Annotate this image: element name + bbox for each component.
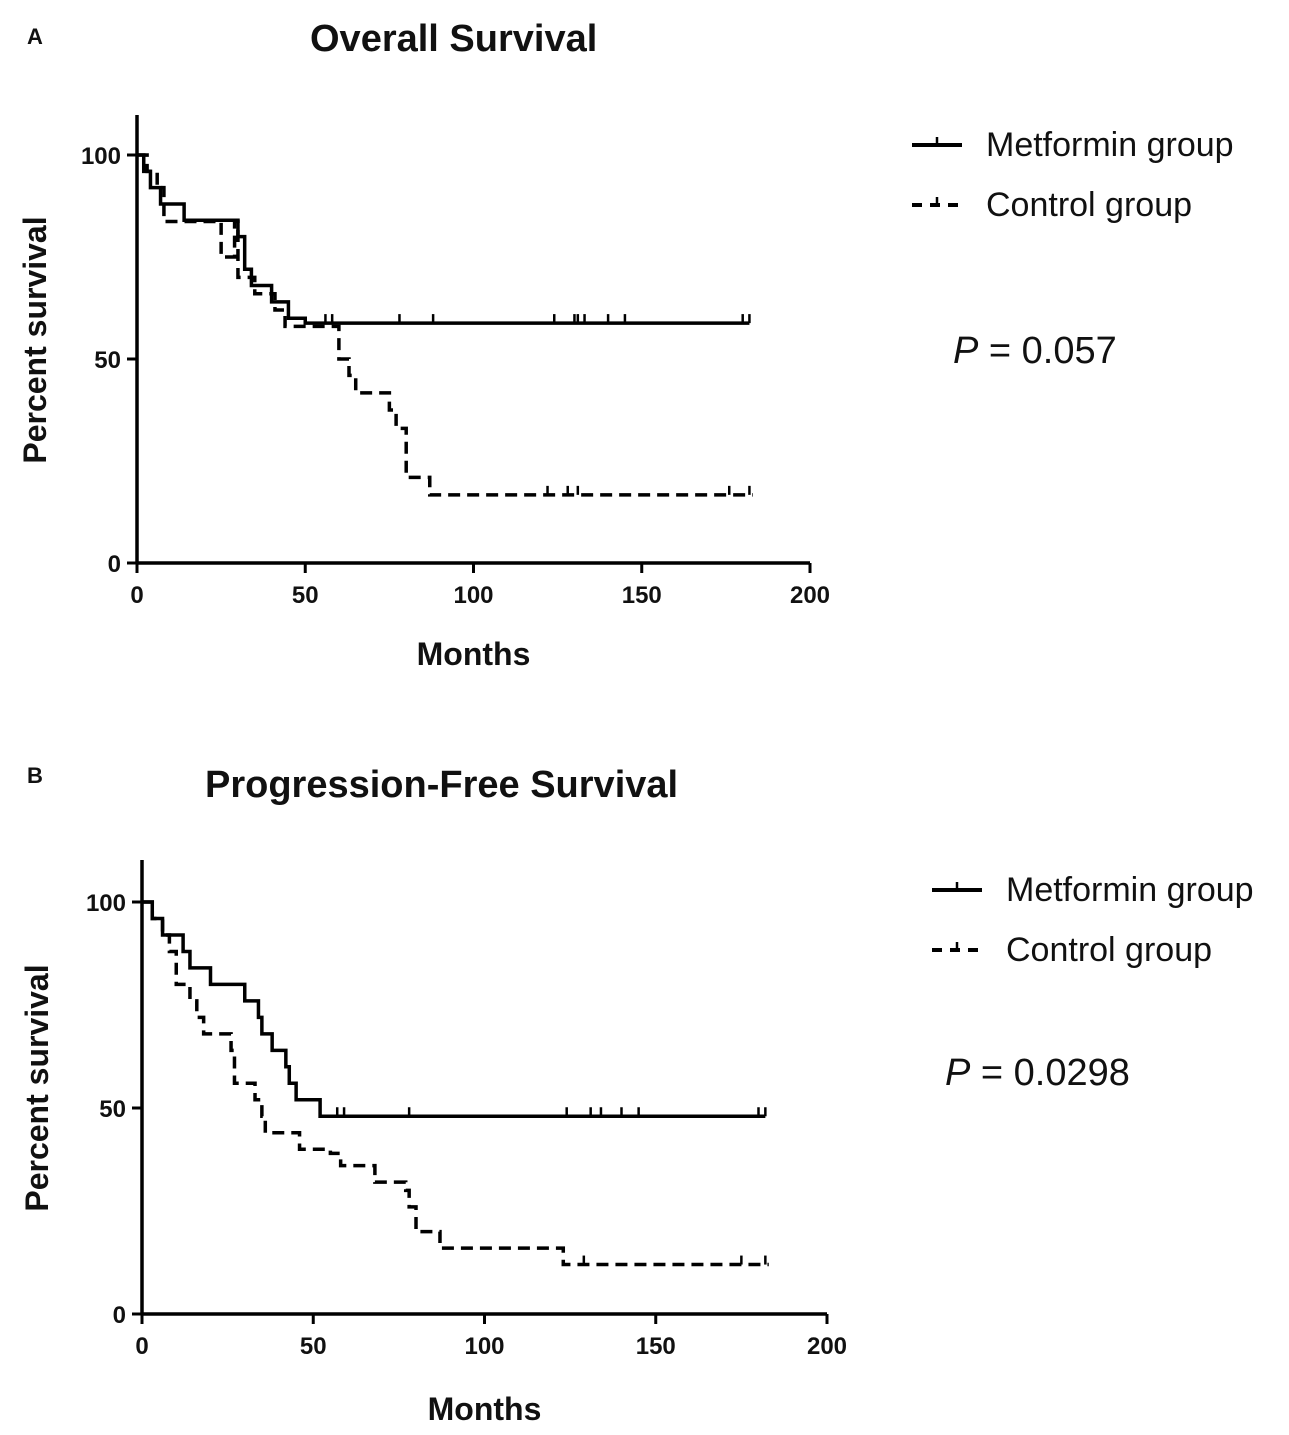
x-tick-label: 200 bbox=[790, 582, 830, 609]
series-line-control-group bbox=[137, 153, 753, 497]
panel-label-b: B bbox=[27, 763, 43, 788]
series-line-metformin-group bbox=[142, 900, 766, 1118]
p-value-b: P = 0.0298 bbox=[945, 1052, 1130, 1095]
legend-label-control: Control group bbox=[986, 185, 1193, 224]
legend-b: Metformin group Control group bbox=[932, 860, 1254, 980]
y-tick-label: 0 bbox=[108, 551, 121, 578]
y-axis-title: Percent survival bbox=[19, 964, 55, 1211]
x-axis-title: Months bbox=[417, 636, 531, 672]
x-tick-label: 0 bbox=[135, 1333, 148, 1360]
y-tick-label: 50 bbox=[94, 347, 121, 374]
legend-item-metformin: Metformin group bbox=[932, 860, 1254, 920]
legend-item-control: Control group bbox=[912, 175, 1234, 235]
x-tick-label: 100 bbox=[453, 582, 493, 609]
x-tick-label: 50 bbox=[300, 1333, 327, 1360]
p-symbol-a: P bbox=[953, 330, 979, 372]
series-line-metformin-group bbox=[137, 153, 750, 325]
solid-line-swatch bbox=[912, 137, 962, 147]
p-text-a: = 0.057 bbox=[978, 330, 1117, 372]
p-symbol-b: P bbox=[945, 1052, 971, 1094]
dashed-line-swatch bbox=[932, 942, 982, 952]
x-tick-label: 0 bbox=[130, 582, 143, 609]
y-tick-label: 50 bbox=[99, 1096, 126, 1123]
legend-item-control: Control group bbox=[932, 920, 1254, 980]
legend-a: Metformin group Control group bbox=[912, 115, 1234, 235]
x-tick-label: 50 bbox=[292, 582, 319, 609]
x-axis-title: Months bbox=[428, 1391, 542, 1427]
solid-line-swatch bbox=[932, 882, 982, 892]
chart-title-a: Overall Survival bbox=[310, 18, 598, 60]
legend-label-metformin: Metformin group bbox=[986, 125, 1234, 164]
p-value-a: P = 0.057 bbox=[953, 330, 1117, 373]
y-axis-title: Percent survival bbox=[17, 216, 53, 463]
panel-label-a: A bbox=[27, 24, 43, 49]
chart-title-b: Progression-Free Survival bbox=[205, 764, 679, 806]
x-tick-label: 150 bbox=[636, 1333, 676, 1360]
legend-label-control: Control group bbox=[1006, 930, 1213, 969]
y-tick-label: 100 bbox=[86, 890, 126, 917]
dashed-line-swatch bbox=[912, 197, 962, 207]
y-tick-label: 0 bbox=[113, 1302, 126, 1329]
y-tick-label: 100 bbox=[81, 143, 121, 170]
legend-item-metformin: Metformin group bbox=[912, 115, 1234, 175]
p-text-b: = 0.0298 bbox=[970, 1052, 1130, 1094]
x-tick-label: 100 bbox=[464, 1333, 504, 1360]
chart-progression-free-survival: 0 50 100 150 200 0 50 100 Months Percent survival bbox=[19, 860, 847, 1427]
legend-label-metformin: Metformin group bbox=[1006, 870, 1254, 909]
chart-overall-survival: 0 50 100 150 200 0 50 100 Months Percent survival bbox=[17, 115, 830, 672]
x-tick-label: 150 bbox=[622, 582, 662, 609]
series-line-control-group bbox=[142, 900, 769, 1267]
x-tick-label: 200 bbox=[807, 1333, 847, 1360]
